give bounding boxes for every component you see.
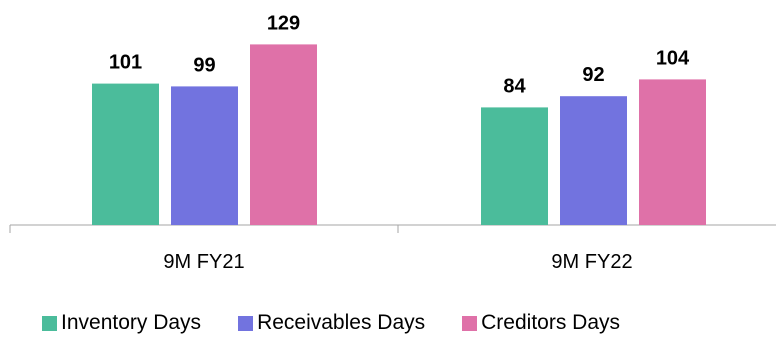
legend: Inventory Days Receivables Days Creditor… [42,311,620,335]
bar-inventory-days-9m-fy22 [481,107,548,225]
bar-creditors-days-9m-fy21 [250,44,317,226]
legend-item-receivables-days: Receivables Days [238,311,425,335]
data-label: 92 [582,64,604,86]
legend-label: Receivables Days [257,311,426,334]
data-label: 104 [656,47,690,69]
legend-item-inventory-days: Inventory Days [42,311,201,335]
data-label: 84 [503,75,526,97]
legend-swatch [238,315,254,331]
data-label: 101 [109,52,142,74]
legend-swatch [462,315,478,331]
data-label: 99 [193,54,215,76]
bar-receivables-days-9m-fy21 [171,86,238,226]
bar-inventory-days-9m-fy21 [92,83,159,225]
data-label: 129 [267,12,300,34]
legend-label: Inventory Days [61,311,202,334]
bar-creditors-days-9m-fy22 [639,79,706,226]
bar-receivables-days-9m-fy22 [560,96,627,225]
legend-item-creditors-days: Creditors Days [462,311,620,335]
x-tick-label: 9M FY21 [163,251,244,273]
legend-label: Creditors Days [481,311,621,334]
bar-chart: 101 99 129 84 92 104 9M FY21 9M FY22 [9,12,776,273]
legend-swatch [42,315,57,331]
x-tick-label: 9M FY22 [551,251,632,273]
